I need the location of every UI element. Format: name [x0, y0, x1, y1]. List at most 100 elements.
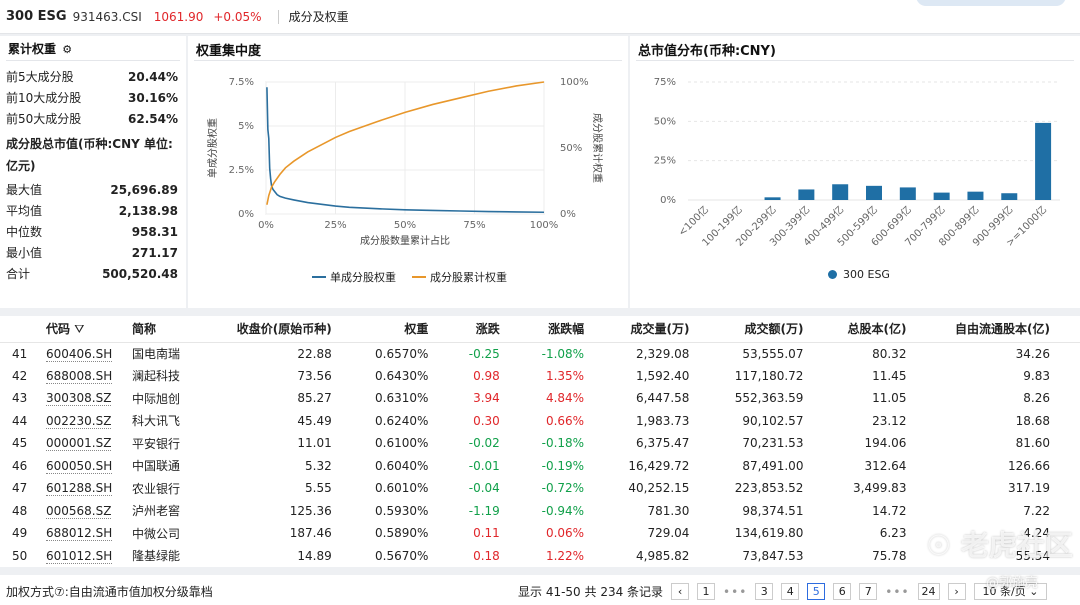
legend-300esg[interactable]: 300 ESG	[828, 268, 890, 281]
table-row[interactable]: 48 000568.SZ 泸州老窖 125.36 0.5930% -1.19 -…	[0, 500, 1080, 523]
bar[interactable]	[1001, 193, 1018, 200]
table-row[interactable]: 42 688008.SH 澜起科技 73.56 0.6430% 0.98 1.3…	[0, 365, 1080, 388]
table-row[interactable]: 43 300308.SZ 中际旭创 85.27 0.6310% 3.94 4.8…	[0, 387, 1080, 410]
page-4[interactable]: 4	[781, 583, 800, 600]
bar[interactable]	[899, 187, 916, 200]
col-header-change[interactable]: 涨跌	[460, 316, 532, 343]
weight-row: 前5大成分股 20.44%	[0, 66, 186, 87]
stock-code-link[interactable]: 300308.SZ	[46, 391, 112, 407]
legend-dot	[828, 270, 837, 279]
bar[interactable]	[866, 185, 882, 200]
amount: 87,491.00	[742, 458, 804, 473]
col-header-total-shares[interactable]: 总股本(亿)	[835, 316, 939, 343]
stock-code-link[interactable]: 600406.SH	[46, 346, 113, 362]
close-price: 187.46	[289, 526, 332, 541]
stock-name: 澜起科技	[132, 369, 181, 384]
tab-constituents[interactable]: 成分及权重	[288, 10, 349, 24]
row-index: 47	[12, 481, 28, 496]
y-tick-label: 5%	[238, 121, 254, 132]
amount: 134,619.80	[734, 526, 804, 541]
col-header-weight[interactable]: 权重	[363, 316, 461, 343]
change: -0.04	[468, 481, 500, 496]
amount: 53,555.07	[742, 346, 804, 361]
table-row[interactable]: 50 601012.SH 隆基绿能 14.89 0.5670% 0.18 1.2…	[0, 545, 1080, 568]
stock-name: 泸州老窖	[132, 504, 181, 519]
index-change: +0.05%	[213, 9, 262, 24]
weight-label: 前10大成分股	[6, 91, 82, 105]
stock-code-link[interactable]: 002230.SZ	[46, 413, 112, 429]
stock-code-link[interactable]: 601012.SH	[46, 548, 113, 564]
stat-label: 平均值	[6, 204, 43, 218]
gear-icon[interactable]: ⚙	[62, 43, 73, 56]
page-size-select[interactable]: 10 条/页 ⌄	[973, 583, 1048, 600]
divider	[194, 60, 622, 61]
table-row[interactable]: 47 601288.SH 农业银行 5.55 0.6010% -0.04 -0.…	[0, 477, 1080, 500]
table-row[interactable]: 45 000001.SZ 平安银行 11.01 0.6100% -0.02 -0…	[0, 432, 1080, 455]
stock-code-link[interactable]: 000568.SZ	[46, 503, 112, 519]
page-3[interactable]: 3	[755, 583, 774, 600]
next-page-button[interactable]: ›	[947, 583, 966, 600]
bar[interactable]	[832, 184, 849, 200]
stock-code-link[interactable]: 688008.SH	[46, 368, 113, 384]
page-6[interactable]: 6	[833, 583, 852, 600]
col-header-amount[interactable]: 成交额(万)	[721, 316, 836, 343]
divider	[277, 9, 279, 24]
page-7[interactable]: 7	[859, 583, 878, 600]
total-shares: 23.12	[872, 413, 907, 428]
free-float-shares: 317.19	[1008, 481, 1050, 496]
legend-line	[312, 276, 326, 278]
stock-code-link[interactable]: 000001.SZ	[46, 436, 112, 452]
change: 0.30	[473, 413, 500, 428]
stock-code-link[interactable]: 600050.SH	[46, 458, 113, 474]
weight: 0.6040%	[375, 458, 429, 473]
free-float-shares: 9.83	[1023, 368, 1050, 383]
table-row[interactable]: 41 600406.SH 国电南瑞 22.88 0.6570% -0.25 -1…	[0, 342, 1080, 365]
total-shares: 14.72	[872, 503, 907, 518]
col-header-close[interactable]: 收盘价(原始币种)	[220, 316, 364, 343]
ellipsis-icon[interactable]: •••	[723, 584, 748, 599]
legend-cumulative-weight[interactable]: 成分股累计权重	[412, 269, 507, 285]
page-1[interactable]: 1	[697, 583, 716, 600]
index-name: 300 ESG	[6, 9, 67, 24]
close-price: 14.89	[297, 548, 332, 563]
table-row[interactable]: 49 688012.SH 中微公司 187.46 0.5890% 0.11 0.…	[0, 522, 1080, 545]
pagination: 显示 41-50 共 234 条记录 ‹ 1 ••• 3 4 5 6 7 •••…	[518, 583, 1048, 600]
bar[interactable]	[798, 189, 815, 200]
table-row[interactable]: 46 600050.SH 中国联通 5.32 0.6040% -0.01 -0.…	[0, 455, 1080, 478]
bar[interactable]	[967, 191, 984, 200]
col-header-pct[interactable]: 涨跌幅	[531, 316, 617, 343]
search-pill[interactable]	[916, 0, 1066, 6]
ellipsis-icon[interactable]: •••	[885, 584, 910, 599]
page-24[interactable]: 24	[917, 583, 940, 600]
stock-code-link[interactable]: 688012.SH	[46, 526, 113, 542]
bar[interactable]	[764, 197, 781, 200]
filter-icon[interactable]: ⛛	[74, 322, 85, 337]
col-header-name[interactable]: 简称	[132, 316, 220, 343]
concentration-panel: 权重集中度 0% 2.5% 5% 7.5% 0% 25% 50% 75% 100% 0% 50% 10…	[188, 36, 628, 308]
free-float-shares: 7.22	[1023, 503, 1050, 518]
x-tick-label: 75%	[463, 220, 485, 231]
x-axis-label: 成分股数量累计占比	[360, 234, 450, 247]
amount: 223,853.52	[734, 481, 804, 496]
weights-title: 累计权重 ⚙	[8, 42, 73, 56]
y-tick-label: 7.5%	[229, 77, 254, 88]
stock-code-link[interactable]: 601288.SH	[46, 481, 113, 497]
close-price: 73.56	[297, 368, 332, 383]
table-footer: 加权方式⑦:自由流通市值加权分级靠档 显示 41-50 共 234 条记录 ‹ …	[0, 575, 1080, 605]
page-5-current[interactable]: 5	[807, 583, 826, 600]
row-index: 45	[12, 436, 28, 451]
legend-single-weight[interactable]: 单成分股权重	[312, 269, 396, 285]
col-header-code[interactable]: 代码 ⛛	[46, 316, 132, 343]
row-index: 43	[12, 391, 28, 406]
prev-page-button[interactable]: ‹	[671, 583, 690, 600]
bar[interactable]	[1035, 122, 1052, 200]
table-row[interactable]: 44 002230.SZ 科大讯飞 45.49 0.6240% 0.30 0.6…	[0, 410, 1080, 433]
col-header-free-shares[interactable]: 自由流通股本(亿)	[938, 316, 1080, 343]
y2-tick-label: 100%	[560, 77, 589, 88]
change-pct: -0.19%	[541, 458, 585, 473]
y2-tick-label: 0%	[560, 209, 576, 220]
bar[interactable]	[933, 192, 950, 200]
weight: 0.6010%	[375, 481, 429, 496]
change-pct: 1.22%	[545, 548, 585, 563]
col-header-volume[interactable]: 成交量(万)	[616, 316, 722, 343]
